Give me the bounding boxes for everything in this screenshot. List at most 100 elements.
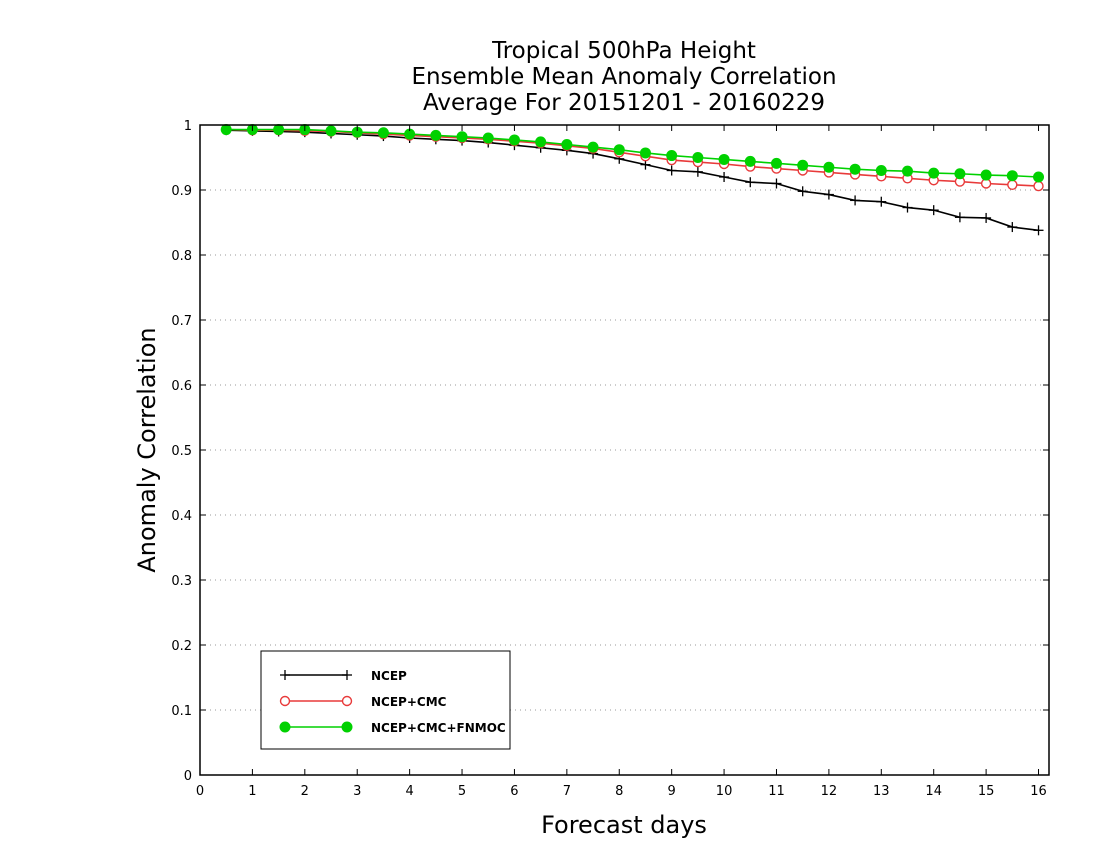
data-point-ncep-cmc-fnmoc (482, 132, 494, 144)
data-point-ncep-cmc-fnmoc (980, 169, 992, 181)
legend-marker (341, 695, 353, 707)
data-point-ncep (823, 189, 834, 200)
y-tick-label: 0.4 (171, 509, 192, 524)
chart-title-line-2: Ensemble Mean Anomaly Correlation (411, 64, 836, 90)
data-point-ncep-cmc-fnmoc (508, 134, 520, 146)
y-axis-title: Anomaly Correlation (133, 327, 161, 572)
data-point-ncep-cmc-fnmoc (902, 165, 913, 177)
legend-marker (279, 695, 291, 707)
data-point-ncep (771, 178, 782, 189)
data-point-ncep-cmc-fnmoc (456, 131, 468, 143)
x-tick-label: 4 (405, 784, 413, 799)
x-tick-label: 5 (458, 784, 466, 799)
data-point-ncep (902, 202, 913, 213)
series-ncep (221, 125, 1044, 236)
x-tick-label: 11 (768, 784, 785, 799)
data-point-ncep (928, 205, 939, 216)
x-tick-label: 3 (353, 784, 361, 799)
x-tick-label: 12 (821, 784, 838, 799)
y-tick-label: 0.1 (171, 704, 192, 719)
x-tick-label: 13 (873, 784, 890, 799)
data-point-ncep (666, 165, 677, 176)
x-axis-title: Forecast days (541, 811, 707, 839)
data-point-ncep (954, 212, 965, 223)
legend-label: NCEP+CMC+FNMOC (371, 721, 506, 735)
chart-title-line-3: Average For 20151201 - 20160229 (423, 90, 825, 116)
data-point-ncep-cmc-fnmoc (954, 168, 966, 180)
legend: NCEP NCEP+CMC NCEP+CMC+FNMOC (260, 650, 511, 750)
x-tick-label: 14 (925, 784, 942, 799)
y-tick-label: 0.2 (171, 639, 192, 654)
data-point-ncep (876, 196, 887, 207)
legend-marker (279, 721, 291, 733)
data-point-ncep-cmc-fnmoc (875, 165, 887, 176)
data-point-ncep-cmc-fnmoc (587, 141, 599, 153)
series-layer (220, 124, 1045, 236)
data-point-ncep-cmc-fnmoc (797, 159, 809, 171)
data-point-ncep (1007, 222, 1018, 233)
data-point-ncep (719, 172, 730, 182)
x-tick-label: 8 (615, 784, 623, 799)
legend-item-ncep: NCEP (280, 669, 407, 683)
y-tick-label: 0.8 (171, 249, 192, 264)
data-point-ncep (692, 166, 703, 177)
y-tick-label: 0.5 (171, 444, 192, 459)
series-ncep-cmc-fnmoc (220, 124, 1045, 183)
data-point-ncep-cmc-fnmoc (220, 124, 232, 136)
data-point-ncep-cmc-fnmoc (744, 155, 756, 167)
x-tick-label: 9 (668, 784, 676, 799)
x-tick-label: 1 (248, 784, 256, 799)
data-point-ncep-cmc-fnmoc (639, 147, 651, 159)
legend-marker (280, 670, 290, 680)
y-tick-label: 0.6 (171, 379, 192, 394)
x-axis: 0 1 2 3 4 5 6 7 8 9 10 11 12 13 14 15 16 (196, 125, 1047, 799)
data-point-ncep-cmc-fnmoc (718, 153, 730, 165)
data-point-ncep (797, 186, 808, 197)
data-point-ncep (1033, 225, 1044, 236)
data-point-ncep-cmc-fnmoc (666, 150, 678, 162)
legend-marker (341, 721, 353, 733)
x-tick-label: 16 (1030, 784, 1047, 799)
data-point-ncep-cmc-fnmoc (770, 157, 782, 169)
y-tick-label: 0.3 (171, 574, 192, 589)
data-point-ncep-cmc (1007, 179, 1018, 191)
data-point-ncep-cmc-fnmoc (561, 139, 573, 150)
data-point-ncep-cmc-fnmoc (928, 167, 940, 179)
legend-item-ncep-cmc: NCEP+CMC (279, 695, 447, 709)
data-point-ncep-cmc-fnmoc (1006, 170, 1018, 182)
y-tick-label: 0.7 (171, 314, 192, 329)
data-point-ncep-cmc-fnmoc (325, 125, 337, 137)
y-tick-label: 0 (184, 769, 192, 784)
data-point-ncep-cmc-fnmoc (692, 152, 704, 163)
data-point-ncep-cmc-fnmoc (377, 127, 389, 139)
data-point-ncep (981, 212, 992, 223)
data-point-ncep (850, 195, 861, 206)
data-point-ncep-cmc-fnmoc (273, 124, 285, 136)
legend-label: NCEP (371, 669, 407, 683)
legend-label: NCEP+CMC (371, 695, 447, 709)
x-tick-label: 6 (510, 784, 518, 799)
data-point-ncep-cmc (1033, 180, 1044, 192)
series-line-ncep (226, 129, 1039, 232)
x-tick-label: 0 (196, 784, 204, 799)
series-line-ncep-cmc-fnmoc (226, 128, 1039, 178)
data-point-ncep-cmc-fnmoc (1033, 171, 1045, 183)
y-tick-label: 1 (184, 119, 192, 134)
y-axis: 0 0.1 0.2 0.3 0.4 0.5 0.6 0.7 0.8 0.9 1 (171, 119, 1049, 784)
series-line-ncep-cmc (226, 128, 1039, 187)
chart-title-line-1: Tropical 500hPa Height (491, 38, 756, 64)
legend-box (260, 650, 511, 750)
grid-lines (200, 124, 1049, 711)
data-point-ncep-cmc-fnmoc (849, 163, 861, 175)
x-tick-label: 10 (716, 784, 733, 799)
x-tick-label: 2 (301, 784, 309, 799)
y-tick-label: 0.9 (171, 184, 192, 199)
legend-item-ncep-cmc-fnmoc: NCEP+CMC+FNMOC (279, 721, 506, 735)
data-point-ncep-cmc-fnmoc (823, 161, 835, 173)
data-point-ncep-cmc-fnmoc (613, 144, 625, 156)
legend-marker (342, 670, 352, 680)
data-point-ncep-cmc-fnmoc (430, 129, 442, 141)
